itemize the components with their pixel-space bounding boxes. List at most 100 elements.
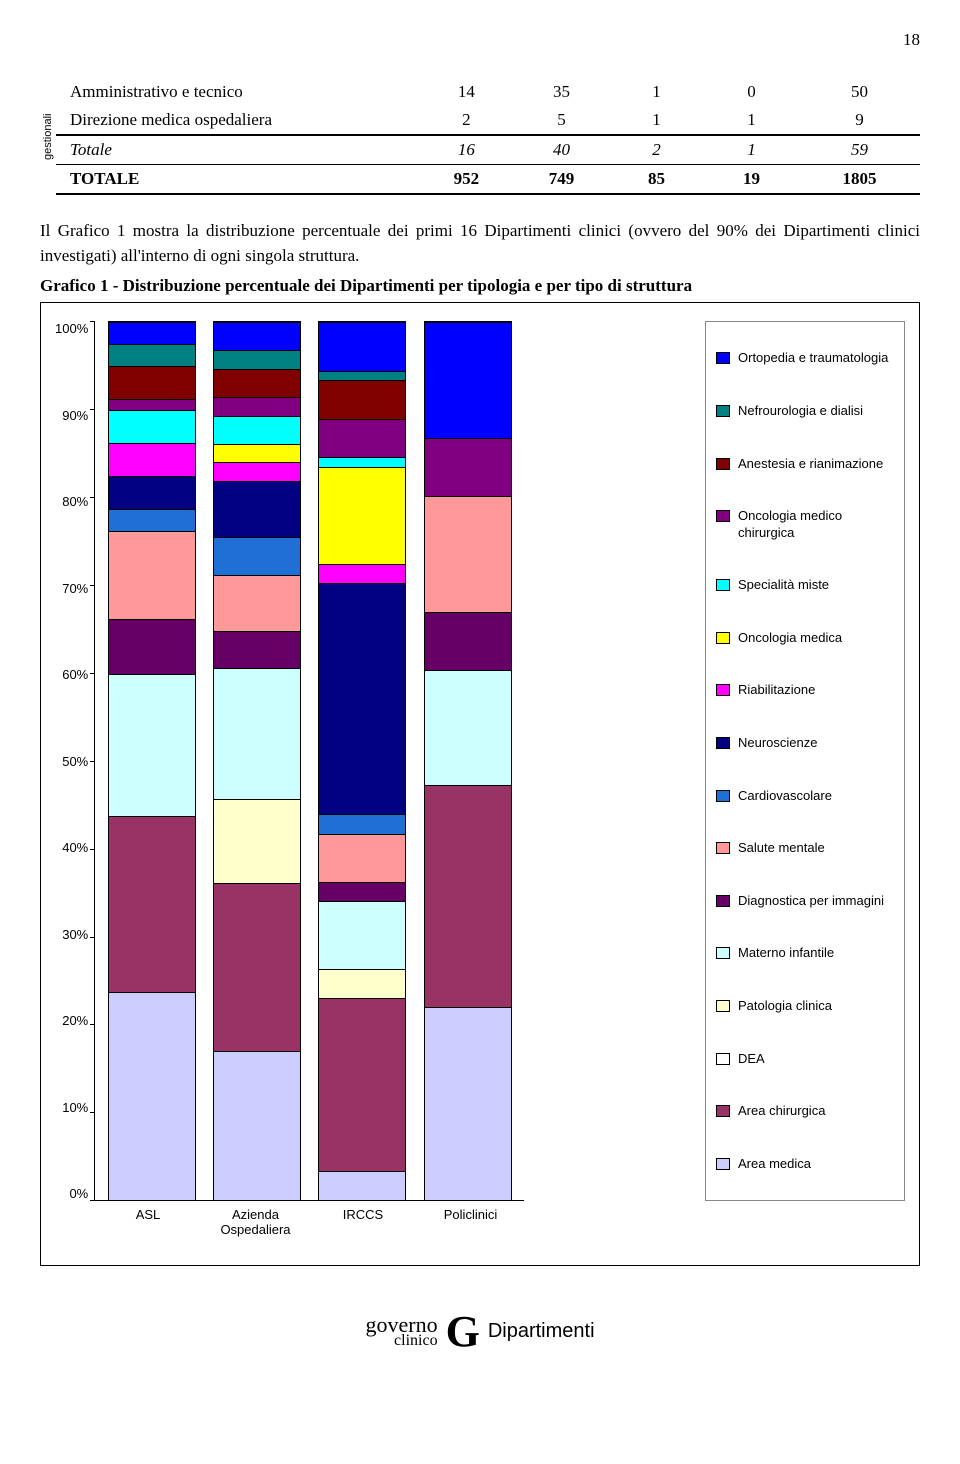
- chart-title: Grafico 1 - Distribuzione percentuale de…: [40, 276, 920, 296]
- legend-label: Anestesia e rianimazione: [738, 456, 883, 472]
- bar-segment: [214, 444, 300, 463]
- table-cell: TOTALE: [56, 165, 419, 195]
- legend-swatch: [716, 510, 730, 522]
- legend-item: Cardiovascolare: [716, 788, 894, 804]
- legend-swatch: [716, 632, 730, 644]
- legend-item: Oncologia medico chirurgica: [716, 508, 894, 541]
- table-cell: 40: [514, 135, 609, 165]
- table-cell: Amministrativo e tecnico: [56, 78, 419, 106]
- bar-segment: [319, 882, 405, 901]
- bar-segment: [214, 416, 300, 444]
- legend-swatch: [716, 1105, 730, 1117]
- table-cell: 19: [704, 165, 799, 195]
- legend-swatch: [716, 1000, 730, 1012]
- chart-plot-area: 100%90%80%70%60%50%40%30%20%10%0% ASLAzi…: [55, 321, 683, 1237]
- table-cell: 1805: [799, 165, 920, 195]
- legend-swatch: [716, 947, 730, 959]
- bar-segment: [319, 380, 405, 419]
- legend-label: Neuroscienze: [738, 735, 818, 751]
- legend: Ortopedia e traumatologiaNefrourologia e…: [705, 321, 905, 1201]
- legend-item: Neuroscienze: [716, 735, 894, 751]
- bar-segment: [109, 816, 195, 992]
- bar-segment: [214, 668, 300, 799]
- legend-item: Nefrourologia e dialisi: [716, 403, 894, 419]
- bar-segment: [109, 344, 195, 366]
- table-cell: 1: [704, 106, 799, 135]
- table-cell: 14: [419, 78, 514, 106]
- table-cell: Direzione medica ospedaliera: [56, 106, 419, 135]
- table-cell: 9: [799, 106, 920, 135]
- legend-label: Nefrourologia e dialisi: [738, 403, 863, 419]
- y-tick-label: 10%: [62, 1100, 88, 1115]
- table-cell: 50: [799, 78, 920, 106]
- table-row: Direzione medica ospedaliera25119: [56, 106, 920, 135]
- bar-segment: [214, 369, 300, 397]
- bar-segment: [319, 834, 405, 882]
- legend-label: Area medica: [738, 1156, 811, 1172]
- y-tick-label: 0%: [69, 1186, 88, 1201]
- bar-segment: [319, 564, 405, 583]
- table-cell: 16: [419, 135, 514, 165]
- table-cell: 2: [609, 135, 704, 165]
- legend-item: Riabilitazione: [716, 682, 894, 698]
- bar-segment: [214, 575, 300, 631]
- bar-segment: [214, 537, 300, 574]
- bar-segment: [319, 583, 405, 815]
- legend-label: DEA: [738, 1051, 765, 1067]
- x-tick-label: ASL: [104, 1207, 192, 1237]
- bar-segment: [109, 399, 195, 410]
- y-tick-label: 40%: [62, 840, 88, 855]
- y-tick-label: 80%: [62, 494, 88, 509]
- table-block: gestionali Amministrativo e tecnico14351…: [40, 78, 920, 195]
- table-row: Totale16402159: [56, 135, 920, 165]
- stacked-bar: [318, 321, 406, 1200]
- legend-item: Materno infantile: [716, 945, 894, 961]
- y-tick-label: 90%: [62, 408, 88, 423]
- legend-swatch: [716, 895, 730, 907]
- bar-segment: [425, 496, 511, 612]
- table-row: TOTALE95274985191805: [56, 165, 920, 195]
- bar-segment: [425, 322, 511, 438]
- x-tick-label: IRCCS: [319, 1207, 407, 1237]
- footer-word-3: Dipartimenti: [488, 1320, 595, 1343]
- bar-segment: [319, 467, 405, 563]
- legend-swatch: [716, 842, 730, 854]
- y-tick-label: 60%: [62, 667, 88, 682]
- bar-segment: [109, 992, 195, 1201]
- legend-swatch: [716, 684, 730, 696]
- legend-swatch: [716, 405, 730, 417]
- bar-segment: [214, 1051, 300, 1200]
- legend-swatch: [716, 737, 730, 749]
- bar-segment: [319, 371, 405, 381]
- plot: [94, 321, 524, 1201]
- legend-item: Specialità miste: [716, 577, 894, 593]
- table-cell: 1: [609, 106, 704, 135]
- legend-item: Diagnostica per immagini: [716, 893, 894, 909]
- y-axis: 100%90%80%70%60%50%40%30%20%10%0%: [55, 321, 94, 1201]
- footer-glyph: G: [446, 1306, 480, 1357]
- table-cell: 749: [514, 165, 609, 195]
- legend-label: Materno infantile: [738, 945, 834, 961]
- bars-group: [95, 321, 524, 1200]
- table-cell: 59: [799, 135, 920, 165]
- bar-segment: [319, 457, 405, 467]
- bar-segment: [319, 322, 405, 370]
- bar-segment: [109, 410, 195, 443]
- chart-container: 100%90%80%70%60%50%40%30%20%10%0% ASLAzi…: [40, 302, 920, 1266]
- bar-segment: [319, 998, 405, 1172]
- bar-segment: [214, 397, 300, 416]
- legend-item: Anestesia e rianimazione: [716, 456, 894, 472]
- stacked-bar: [108, 321, 196, 1200]
- table-cell: Totale: [56, 135, 419, 165]
- y-tick-label: 50%: [62, 754, 88, 769]
- bar-segment: [109, 674, 195, 817]
- x-tick-label: Policlinici: [427, 1207, 515, 1237]
- bar-segment: [109, 509, 195, 531]
- bar-segment: [109, 476, 195, 509]
- x-axis-labels: ASLAzienda OspedalieraIRCCSPoliclinici: [94, 1207, 524, 1237]
- legend-item: DEA: [716, 1051, 894, 1067]
- legend-swatch: [716, 1158, 730, 1170]
- table-cell: 5: [514, 106, 609, 135]
- table-cell: 0: [704, 78, 799, 106]
- table-cell: 85: [609, 165, 704, 195]
